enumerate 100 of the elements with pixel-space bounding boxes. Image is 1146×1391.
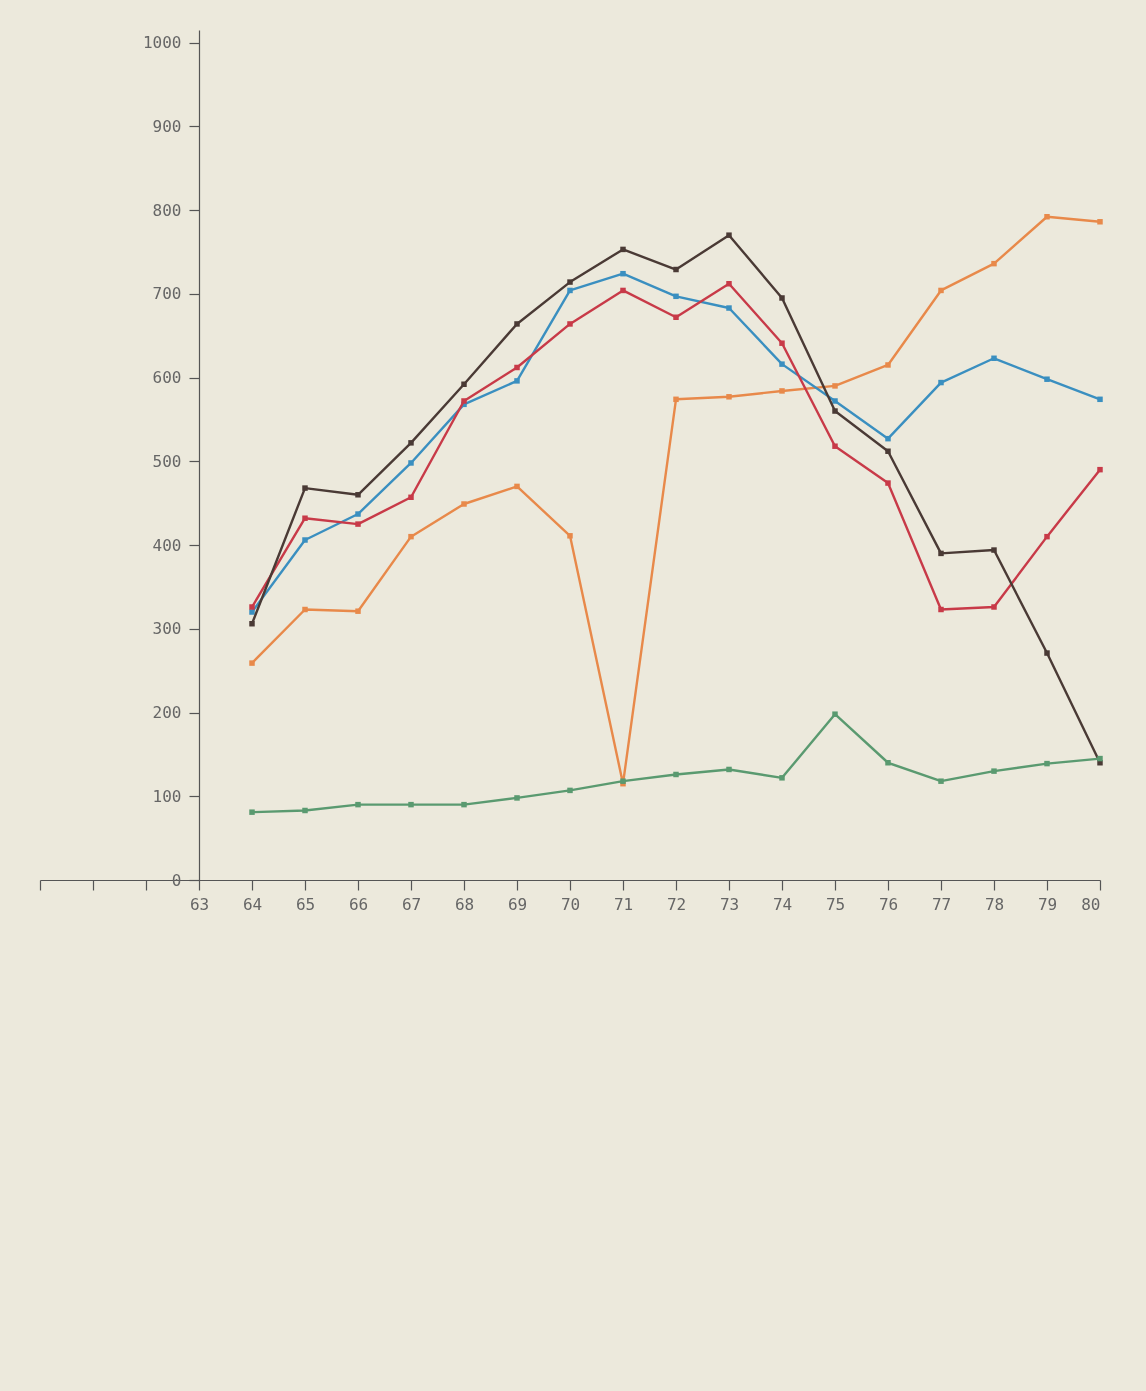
point <box>302 537 308 543</box>
point <box>249 809 255 815</box>
point <box>673 266 679 273</box>
point <box>832 711 838 717</box>
point <box>408 440 414 446</box>
point <box>726 766 732 773</box>
point <box>408 494 414 501</box>
point <box>567 321 573 327</box>
point <box>673 314 679 320</box>
point <box>673 293 679 300</box>
x-tick-label: 77 <box>931 894 952 914</box>
point <box>1097 219 1103 225</box>
point <box>779 775 785 781</box>
point <box>302 807 308 814</box>
point <box>938 287 944 294</box>
point <box>355 511 361 517</box>
point <box>249 604 255 610</box>
point <box>1097 396 1103 403</box>
point <box>1044 650 1050 656</box>
point <box>355 608 361 614</box>
x-tick-label: 79 <box>1037 894 1058 914</box>
point <box>991 355 997 362</box>
point <box>567 279 573 285</box>
point <box>726 305 732 311</box>
point <box>461 801 467 808</box>
x-tick-label: 75 <box>825 894 846 914</box>
point <box>832 443 838 449</box>
y-tick-label: 900 <box>152 116 182 136</box>
x-tick-label: 66 <box>348 894 369 914</box>
point <box>1044 376 1050 382</box>
x-tick-label: 68 <box>454 894 475 914</box>
x-tick-label: 80 <box>1081 894 1101 914</box>
point <box>567 787 573 794</box>
point <box>779 340 785 346</box>
point <box>408 801 414 808</box>
point <box>832 408 838 414</box>
point <box>885 435 891 442</box>
y-tick-label: 1000 <box>142 33 182 53</box>
point <box>832 398 838 404</box>
x-tick-label: 73 <box>719 894 740 914</box>
point <box>938 778 944 784</box>
point <box>779 295 785 301</box>
y-tick-label: 400 <box>152 535 182 555</box>
x-tick-label: 69 <box>507 894 528 914</box>
point <box>938 606 944 613</box>
point <box>461 381 467 387</box>
point <box>355 521 361 527</box>
x-tick-label: 70 <box>560 894 581 914</box>
point <box>514 364 520 371</box>
point <box>991 260 997 267</box>
y-tick-label: 300 <box>152 619 182 639</box>
y-tick-label: 500 <box>152 451 182 471</box>
point <box>461 501 467 507</box>
point <box>1044 760 1050 767</box>
point <box>726 394 732 400</box>
x-tick-label: 78 <box>984 894 1005 914</box>
y-tick-label: 200 <box>152 703 182 723</box>
point <box>885 362 891 368</box>
point <box>673 396 679 403</box>
point <box>302 515 308 521</box>
point <box>779 388 785 394</box>
point <box>461 398 467 404</box>
x-tick-label: 76 <box>878 894 899 914</box>
y-tick-label: 600 <box>152 368 182 388</box>
point <box>1044 214 1050 220</box>
x-tick-label: 63 <box>189 894 210 914</box>
point <box>408 533 414 540</box>
point <box>620 270 626 277</box>
point <box>938 550 944 557</box>
point <box>1044 533 1050 540</box>
x-tick-label: 65 <box>295 894 316 914</box>
x-tick-label: 72 <box>666 894 687 914</box>
point <box>302 485 308 491</box>
point <box>408 460 414 466</box>
point <box>514 483 520 490</box>
point <box>885 448 891 454</box>
y-tick-label: 800 <box>152 200 182 220</box>
x-tick-label: 74 <box>772 894 793 914</box>
point <box>991 768 997 774</box>
x-tick-label: 67 <box>401 894 422 914</box>
point <box>355 801 361 808</box>
point <box>1097 466 1103 473</box>
point <box>673 771 679 778</box>
x-tick-label: 71 <box>613 894 634 914</box>
point <box>885 760 891 766</box>
point <box>302 606 308 613</box>
point <box>991 604 997 610</box>
point <box>355 492 361 498</box>
point <box>249 609 255 615</box>
point <box>514 321 520 327</box>
point <box>620 246 626 253</box>
point <box>1097 755 1103 762</box>
point <box>514 378 520 384</box>
x-tick-label: 64 <box>242 894 263 914</box>
point <box>726 232 732 238</box>
point <box>726 281 732 287</box>
point <box>779 361 785 367</box>
point <box>249 621 255 627</box>
point <box>567 287 573 294</box>
y-tick-label: 700 <box>152 284 182 304</box>
